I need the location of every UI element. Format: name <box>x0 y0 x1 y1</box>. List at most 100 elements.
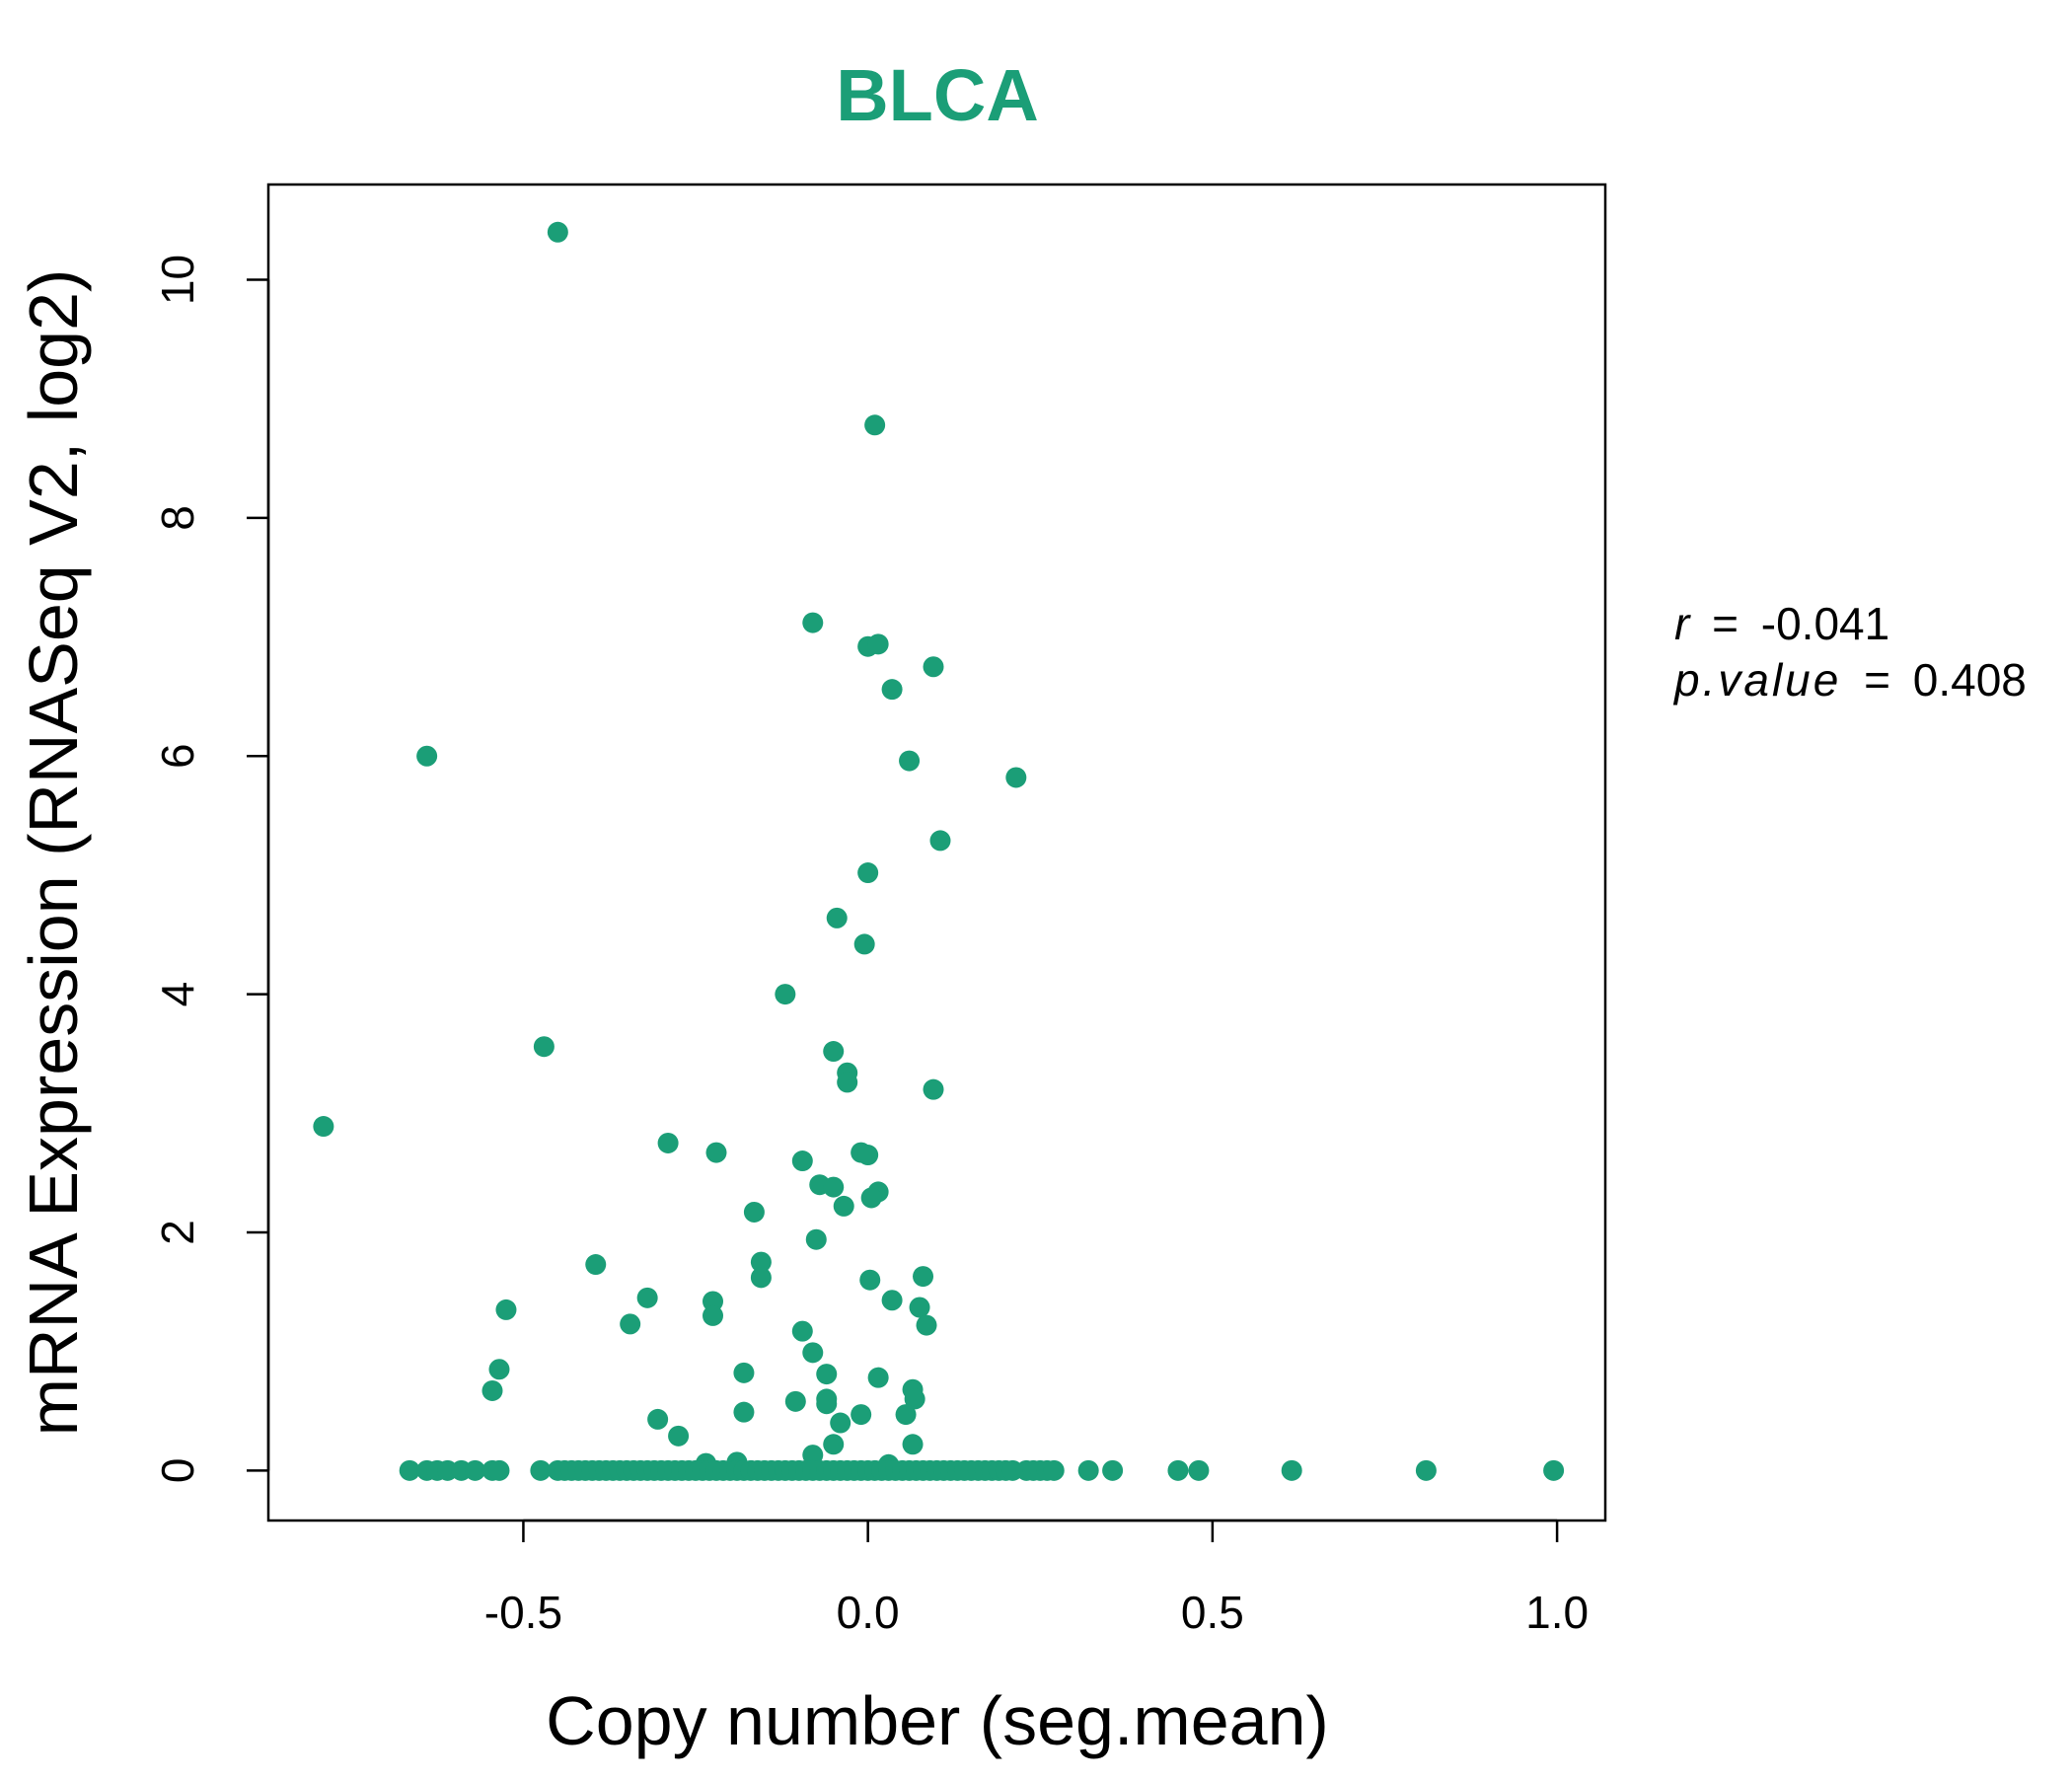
data-point <box>1043 1459 1065 1481</box>
data-point <box>743 1201 765 1223</box>
data-point <box>465 1459 486 1481</box>
data-point <box>837 1072 858 1093</box>
data-point <box>1415 1459 1437 1481</box>
data-point <box>881 1290 903 1311</box>
data-point <box>733 1362 755 1383</box>
data-point <box>859 1269 881 1291</box>
data-point <box>533 1036 555 1058</box>
data-point <box>416 745 438 767</box>
data-point <box>899 750 921 772</box>
p-value: 0.408 <box>1913 654 2027 705</box>
data-point <box>823 1434 845 1455</box>
data-point <box>830 1412 851 1434</box>
data-point <box>668 1425 690 1447</box>
data-point <box>399 1459 420 1481</box>
data-point <box>705 1142 727 1163</box>
data-point <box>703 1304 724 1326</box>
data-point <box>547 221 568 243</box>
data-point <box>1188 1459 1210 1481</box>
data-point <box>775 984 796 1005</box>
data-point <box>923 656 944 678</box>
data-point <box>1005 767 1027 788</box>
y-tick-label: 8 <box>152 505 203 531</box>
data-point <box>791 1150 813 1172</box>
data-point <box>647 1408 669 1430</box>
data-point <box>585 1254 607 1276</box>
data-point <box>895 1404 917 1426</box>
data-point <box>733 1401 755 1423</box>
data-point <box>791 1320 813 1342</box>
data-point <box>481 1379 503 1401</box>
data-point <box>864 414 886 436</box>
data-point <box>784 1390 806 1412</box>
data-point <box>636 1287 658 1308</box>
data-point <box>530 1459 552 1481</box>
p-equals: = <box>1864 654 1890 705</box>
y-tick-label: 6 <box>152 743 203 769</box>
x-tick-label: 0.0 <box>837 1587 900 1638</box>
data-point <box>657 1132 679 1153</box>
data-point <box>750 1251 772 1273</box>
x-axis: -0.5 0.0 0.5 1.0 <box>484 1519 1589 1638</box>
data-point <box>1167 1459 1189 1481</box>
data-point <box>488 1359 510 1380</box>
data-point <box>904 1388 925 1410</box>
data-point <box>909 1297 930 1318</box>
x-axis-label: Copy number (seg.mean) <box>546 1682 1329 1759</box>
y-tick-label: 10 <box>152 255 203 305</box>
data-point <box>860 1187 882 1209</box>
y-tick-label: 2 <box>152 1220 203 1245</box>
y-tick-label: 0 <box>152 1458 203 1484</box>
plot-frame <box>266 183 1607 1522</box>
data-point <box>853 933 875 955</box>
x-tick-label: 0.5 <box>1181 1587 1244 1638</box>
y-tick-label: 4 <box>152 982 203 1007</box>
data-point <box>916 1314 937 1336</box>
data-point <box>1543 1459 1565 1481</box>
data-point <box>923 1078 944 1100</box>
data-points <box>313 221 1565 1481</box>
data-point <box>867 633 889 655</box>
data-point <box>929 830 951 852</box>
x-tick-label: 1.0 <box>1525 1587 1589 1638</box>
data-point <box>750 1267 772 1289</box>
data-point <box>902 1434 924 1455</box>
data-point <box>805 1228 827 1250</box>
y-axis: 0 2 4 6 8 10 <box>152 255 270 1484</box>
data-point <box>823 1176 845 1198</box>
data-point <box>488 1459 510 1481</box>
data-point <box>816 1393 838 1415</box>
data-point <box>802 1445 824 1466</box>
data-point <box>703 1291 724 1312</box>
chart-title: BLCA <box>836 54 1039 136</box>
data-point <box>495 1299 517 1320</box>
x-tick-label: -0.5 <box>484 1587 562 1638</box>
data-point <box>802 612 824 633</box>
data-point <box>913 1266 934 1288</box>
data-point <box>313 1116 334 1138</box>
data-point <box>802 1342 824 1364</box>
data-point <box>1077 1459 1099 1481</box>
data-point <box>833 1195 854 1217</box>
data-point <box>826 907 848 928</box>
data-point <box>1102 1459 1124 1481</box>
data-point <box>823 1041 845 1063</box>
stats-annotation: r = -0.041 p.value = 0.408 <box>1672 598 2027 705</box>
y-axis-label: mRNA Expression (RNASeq V2, log2) <box>15 269 92 1437</box>
data-point <box>851 1404 872 1426</box>
data-point <box>816 1364 838 1385</box>
data-point <box>620 1313 641 1335</box>
data-point <box>881 679 903 701</box>
r-label: r <box>1674 598 1691 649</box>
data-point <box>867 1367 889 1388</box>
r-value: -0.041 <box>1761 598 1889 649</box>
p-label: p.value <box>1672 654 1841 705</box>
r-stat: r = -0.041 <box>1674 598 1889 649</box>
data-point <box>1281 1459 1302 1481</box>
r-equals: = <box>1712 598 1739 649</box>
data-point <box>857 862 879 884</box>
p-stat: p.value = 0.408 <box>1672 654 2027 705</box>
data-point <box>857 1145 879 1166</box>
